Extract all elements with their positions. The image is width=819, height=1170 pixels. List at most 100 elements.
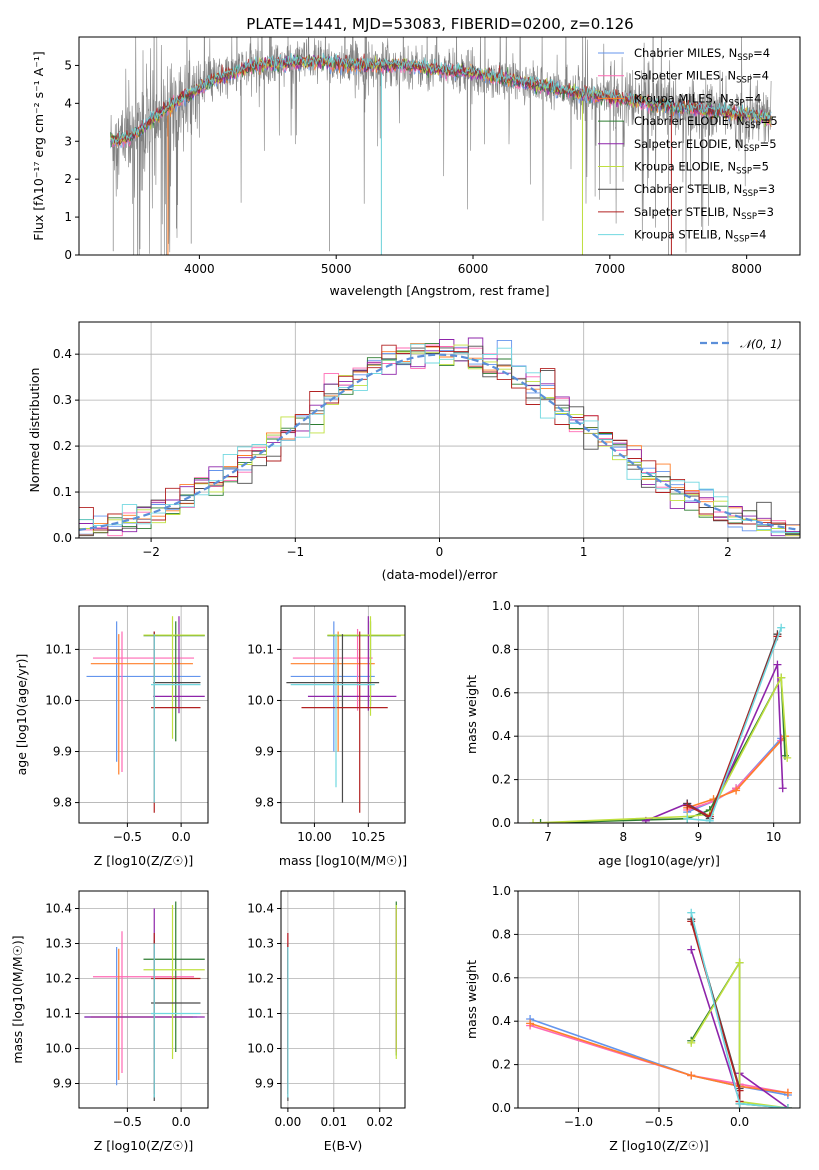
y-tick-label: 0.0 — [53, 531, 72, 545]
weight-marker — [526, 1019, 535, 1028]
y-tick-label: 0.4 — [53, 347, 72, 361]
panel-8: −1.0 −0.5 0.0 0.0 0.2 0.4 0.6 0.8 1.0 Z [log10(Z/… — [464, 884, 801, 1153]
weight-marker — [732, 786, 741, 795]
x-tick-label: 0.0 — [172, 830, 191, 844]
panel-4: 10.00 10.25 9.8 9.9 10.0 10.1 mass [log10(M/M☉… — [247, 605, 407, 868]
weight-line-6 — [532, 674, 788, 823]
x-tick-label: 8000 — [731, 262, 762, 276]
legend-entry: Kroupa MILES, NSSP=4 — [634, 91, 761, 108]
axes-frame — [280, 890, 406, 1109]
x-tick-label: 0.01 — [320, 1115, 347, 1129]
x-tick-label: 9 — [695, 830, 703, 844]
plot-area — [286, 616, 405, 813]
weight-line-3 — [686, 735, 786, 809]
plot-area — [86, 616, 205, 813]
x-axis-label: age [log10(age/yr)] — [598, 853, 720, 868]
weight-marker — [777, 673, 786, 682]
y-tick-label: 10.1 — [45, 642, 72, 656]
x-axis-label: Z [log10(Z/Z☉)] — [94, 853, 194, 868]
x-tick-label: 1 — [580, 545, 588, 559]
y-tick-label: 0.4 — [492, 729, 511, 743]
y-tick-label: 0.2 — [53, 439, 72, 453]
x-tick-label: −0.5 — [644, 1115, 673, 1129]
y-axis-label: mass weight — [464, 675, 479, 754]
y-tick-label: 9.9 — [255, 1077, 274, 1091]
y-tick-label: 9.8 — [53, 796, 72, 810]
x-tick-label: 10.25 — [351, 830, 385, 844]
weight-marker — [735, 958, 744, 967]
weight-marker — [783, 1104, 792, 1108]
y-tick-label: 0.0 — [492, 816, 511, 830]
y-tick-label: 9.8 — [255, 796, 274, 810]
y-tick-label: 10.2 — [247, 972, 274, 986]
plot-area — [287, 901, 397, 1101]
plot-area — [84, 901, 205, 1101]
y-tick-label: 10.3 — [247, 937, 274, 951]
x-tick-label: −2 — [142, 545, 160, 559]
legend-entry: Chabrier MILES, NSSP=4 — [634, 46, 770, 63]
x-tick-label: 10.00 — [297, 830, 331, 844]
weight-marker — [777, 623, 786, 632]
legend-entry: Salpeter STELIB, NSSP=3 — [634, 205, 774, 222]
panel-1: 4000 5000 6000 7000 8000 0 1 2 3 4 5 wavelength [An… — [31, 36, 801, 298]
y-tick-label: 9.9 — [255, 745, 274, 759]
y-tick-label: 3 — [64, 134, 72, 148]
y-tick-label: 10.0 — [247, 693, 274, 707]
x-axis-label: Z [log10(Z/Z☉)] — [609, 1138, 709, 1153]
weight-marker — [687, 908, 696, 917]
legend-entry: Kroupa ELODIE, NSSP=5 — [634, 160, 769, 177]
x-axis-label: E(B-V) — [324, 1138, 363, 1153]
y-tick-label: 10.0 — [45, 693, 72, 707]
y-axis-label: Normed distribution — [27, 368, 42, 493]
y-tick-label: 5 — [64, 58, 72, 72]
weight-marker — [683, 801, 692, 810]
y-tick-label: 2 — [64, 172, 72, 186]
y-tick-label: 10.4 — [247, 902, 274, 916]
legend: Chabrier MILES, NSSP=4 Salpeter MILES, NS… — [598, 46, 778, 245]
panel-7: 0.00 0.01 0.02 9.9 10.0 10.1 10.2 10.3 10.4 E(B-V… — [247, 890, 406, 1153]
y-tick-label: 10.2 — [45, 972, 72, 986]
y-tick-label: 1 — [64, 210, 72, 224]
weight-marker — [536, 819, 545, 823]
x-tick-label: 0 — [436, 545, 444, 559]
plot-area — [110, 37, 772, 255]
y-tick-label: 0.2 — [492, 773, 511, 787]
y-tick-label: 0.1 — [53, 485, 72, 499]
y-tick-label: 10.3 — [45, 937, 72, 951]
weight-marker — [529, 819, 538, 823]
figure-title: PLATE=1441, MJD=53083, FIBERID=0200, z=0… — [246, 15, 633, 33]
y-tick-label: 10.1 — [45, 1007, 72, 1021]
residual-histogram-9 — [79, 343, 800, 537]
y-tick-label: 0.3 — [53, 393, 72, 407]
y-tick-label: 9.9 — [53, 1077, 72, 1091]
y-tick-label: 0.4 — [492, 1014, 511, 1028]
legend-entry: Kroupa STELIB, NSSP=4 — [634, 228, 766, 245]
y-tick-label: 10.0 — [45, 1042, 72, 1056]
weight-line-2 — [529, 1024, 789, 1094]
y-tick-label: 0.2 — [492, 1058, 511, 1072]
y-tick-label: 1.0 — [492, 599, 511, 613]
y-tick-label: 10.1 — [247, 1007, 274, 1021]
x-axis-label: wavelength [Angstrom, rest frame] — [329, 283, 549, 298]
weight-marker — [687, 1071, 696, 1080]
weight-marker — [687, 945, 696, 954]
weight-marker — [687, 1038, 696, 1047]
panel-3: −0.5 0.0 9.8 9.9 10.0 10.1 Z [log10(Z/Z☉)] age … — [14, 605, 209, 868]
axes-frame — [78, 36, 801, 256]
y-tick-label: 0 — [64, 248, 72, 262]
panel-5: 7 8 9 10 0.0 0.2 0.4 0.6 0.8 1.0 age [log10(age/yr… — [464, 599, 801, 868]
x-axis-label: (data-model)/error — [382, 567, 499, 582]
weight-marker — [783, 1088, 792, 1097]
weight-marker — [773, 660, 782, 669]
plot-area — [529, 623, 792, 823]
weight-line-5 — [645, 664, 784, 822]
normal-curve — [79, 353, 800, 531]
x-tick-label: 6000 — [458, 262, 489, 276]
legend-entry: Salpeter MILES, NSSP=4 — [634, 69, 769, 86]
legend-entry: Chabrier STELIB, NSSP=3 — [634, 182, 775, 199]
weight-marker — [783, 753, 792, 762]
x-tick-label: 7 — [544, 830, 552, 844]
x-tick-label: 2 — [724, 545, 732, 559]
weight-marker — [778, 784, 787, 793]
